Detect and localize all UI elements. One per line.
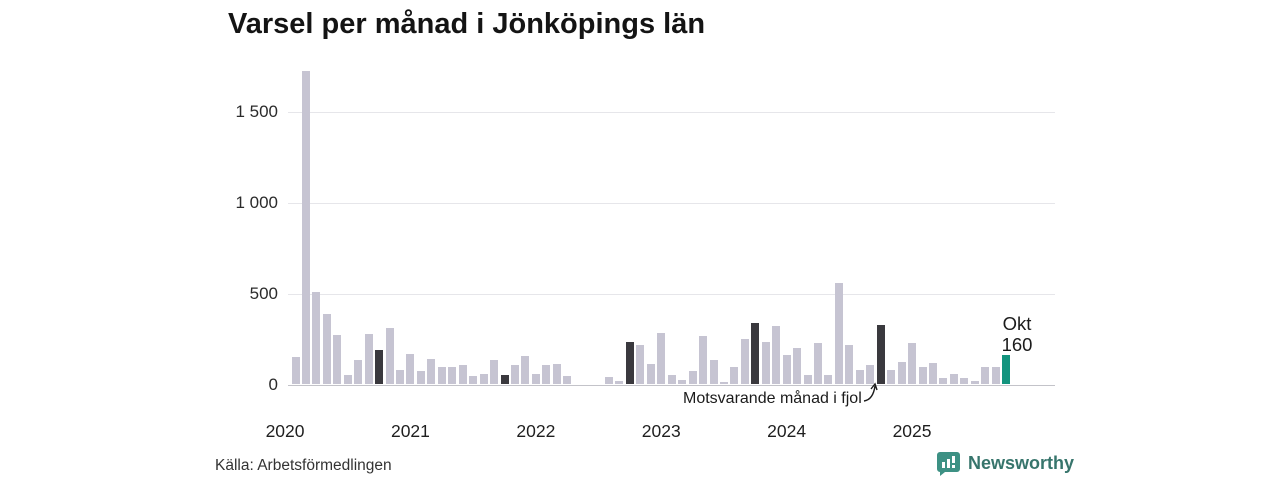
gridline [288, 203, 1055, 205]
bar-2022-10 [625, 341, 634, 385]
bar-2020-12 [396, 369, 404, 385]
bar-2023-07 [719, 381, 728, 385]
bar-2020-03 [301, 70, 310, 385]
bar-2022-04 [563, 376, 572, 385]
bar-2023-03 [678, 379, 687, 385]
bar-2025-06 [960, 378, 969, 385]
gridline [288, 293, 1055, 295]
bar-2022-12 [646, 363, 655, 385]
bar-2020-08 [354, 360, 363, 385]
bar-2020-10 [375, 350, 384, 385]
bar-2025-10 [1002, 355, 1011, 385]
bar-2023-06 [709, 360, 718, 385]
bar-2024-07 [845, 344, 854, 385]
bar-2021-08 [479, 373, 488, 385]
bar-2025-03 [928, 362, 937, 385]
bar-2021-01 [406, 353, 415, 385]
bar-2020-04 [312, 291, 321, 385]
bar-2021-11 [510, 364, 519, 385]
x-axis-tick-label: 2023 [641, 421, 681, 441]
bar-2022-03 [552, 363, 561, 385]
newsworthy-logo[interactable]: Newsworthy [936, 451, 1074, 476]
bar-2021-04 [437, 367, 446, 385]
bar-2023-12 [772, 325, 781, 385]
bar-2021-07 [469, 376, 478, 385]
bar-2022-09 [615, 380, 624, 385]
bar-2024-12 [897, 361, 906, 385]
bar-2020-09 [364, 333, 373, 385]
current-month-value-label: Okt 160 [995, 313, 1039, 355]
bar-2024-08 [855, 369, 864, 385]
bar-2022-11 [636, 345, 645, 385]
bar-2025-07 [970, 380, 979, 385]
bar-2023-05 [699, 335, 708, 385]
bar-2020-02 [291, 357, 300, 385]
annotation-arrow-icon [863, 382, 878, 402]
bar-2025-02 [918, 367, 927, 385]
newsworthy-logo-text: Newsworthy [968, 453, 1075, 473]
bar-2022-01 [531, 373, 540, 385]
bar-2023-02 [667, 374, 676, 385]
y-axis-tick-label: 1 500 [235, 102, 278, 122]
x-axis-line [288, 384, 1055, 386]
bar-2021-05 [448, 367, 457, 385]
bar-2024-11 [887, 369, 896, 385]
bar-2021-06 [458, 365, 467, 385]
bar-2023-09 [740, 339, 749, 385]
bar-2021-10 [500, 375, 509, 385]
bar-2020-06 [333, 334, 342, 385]
bar-2021-12 [521, 356, 530, 385]
source-text: Källa: Arbetsförmedlingen [215, 457, 392, 474]
bar-2025-08 [981, 367, 990, 385]
bar-2023-10 [751, 322, 760, 385]
bar-2025-01 [908, 342, 917, 385]
x-axis-tick-label: 2022 [516, 421, 556, 441]
bar-2024-09 [866, 365, 875, 385]
bar-2023-08 [730, 367, 739, 385]
y-axis-tick-label: 0 [268, 374, 278, 394]
bar-2021-03 [427, 359, 436, 385]
x-axis-tick-label: 2021 [390, 421, 430, 441]
bar-2024-02 [793, 348, 802, 385]
bar-2023-01 [657, 332, 666, 385]
bar-2022-08 [605, 377, 613, 385]
bar-2024-04 [814, 342, 822, 385]
bar-chart-bubble-icon [937, 452, 960, 476]
bar-2025-04 [939, 378, 948, 385]
y-axis-tick-label: 500 [249, 283, 278, 303]
current-month-name: Okt [1002, 313, 1032, 334]
x-axis-tick-label: 2024 [767, 421, 807, 441]
bar-2023-04 [688, 370, 697, 385]
bar-2022-02 [542, 365, 551, 385]
y-axis-tick-label: 1 000 [235, 193, 278, 213]
annotation-label: Motsvarande månad i fjol [683, 390, 862, 407]
bar-2024-05 [824, 374, 833, 385]
bar-2020-05 [322, 313, 331, 385]
bar-2024-06 [834, 282, 843, 385]
bar-2021-02 [416, 370, 425, 385]
current-month-value: 160 [1001, 334, 1033, 355]
bar-2025-09 [991, 367, 1000, 385]
bar-2024-10 [876, 324, 885, 385]
bar-2024-03 [803, 375, 812, 385]
bar-2025-05 [949, 373, 958, 385]
x-axis-tick-label: 2020 [265, 421, 305, 441]
chart-title: Varsel per månad i Jönköpings län [228, 8, 706, 40]
x-axis-tick-label: 2025 [892, 421, 932, 441]
bar-2023-11 [761, 341, 770, 385]
bar-2020-07 [343, 375, 352, 385]
bar-2020-11 [385, 328, 394, 385]
bar-2021-09 [490, 360, 499, 385]
bar-2024-01 [782, 354, 791, 385]
gridline [288, 112, 1055, 114]
